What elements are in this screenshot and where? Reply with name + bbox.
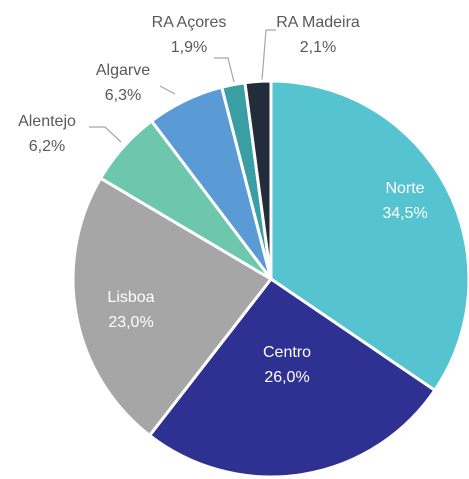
category-label: RA Açores <box>152 14 227 31</box>
slice-label: Algarve 6,3% <box>96 62 150 104</box>
value-label: 6,3% <box>105 87 141 104</box>
value-label: 23,0% <box>108 314 153 331</box>
slice-label: Lisboa 23,0% <box>107 289 154 331</box>
category-label: Algarve <box>96 62 150 79</box>
slices <box>71 79 469 479</box>
leader-lines <box>89 29 276 143</box>
category-label: Lisboa <box>107 289 154 306</box>
value-label: 6,2% <box>29 138 65 155</box>
slice <box>71 176 274 438</box>
slice-label: Alentejo 6,2% <box>18 113 76 155</box>
leader-line <box>214 57 235 83</box>
category-label: Alentejo <box>18 113 76 130</box>
slice <box>147 276 437 479</box>
slice <box>269 79 469 393</box>
category-label: Centro <box>263 344 311 361</box>
leader-line <box>89 126 122 143</box>
slice-label: RA Açores 1,9% <box>152 14 227 56</box>
category-label: Norte <box>385 180 424 197</box>
slice-label: Norte 34,5% <box>382 180 427 222</box>
value-label: 2,1% <box>300 39 336 56</box>
slice <box>243 79 273 280</box>
category-label: RA Madeira <box>276 14 360 31</box>
slice-label: Centro 26,0% <box>263 344 311 386</box>
value-label: 26,0% <box>264 369 309 386</box>
leader-line <box>261 29 276 81</box>
slice-label: RA Madeira 2,1% <box>276 14 360 56</box>
leader-line <box>159 85 176 95</box>
value-label: 34,5% <box>382 205 427 222</box>
value-label: 1,9% <box>171 39 207 56</box>
